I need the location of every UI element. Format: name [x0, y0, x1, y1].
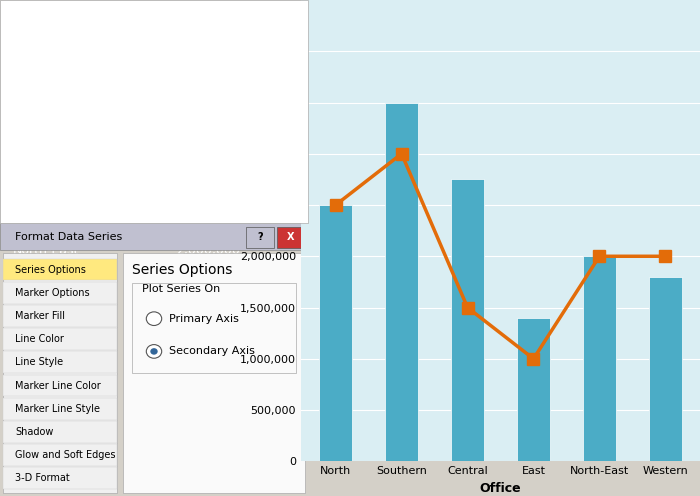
- Text: Marker Line Style: Marker Line Style: [15, 404, 100, 414]
- FancyBboxPatch shape: [6, 61, 130, 95]
- Bar: [385, 103, 418, 461]
- Circle shape: [146, 312, 162, 325]
- Bar: [649, 277, 682, 461]
- Text: Marker Options: Marker Options: [15, 288, 90, 298]
- FancyBboxPatch shape: [246, 199, 314, 233]
- FancyBboxPatch shape: [246, 233, 314, 268]
- Circle shape: [146, 345, 162, 358]
- Text: Plot Series On: Plot Series On: [141, 284, 220, 294]
- FancyBboxPatch shape: [3, 421, 117, 443]
- FancyBboxPatch shape: [246, 95, 314, 129]
- Text: North: North: [13, 106, 47, 119]
- FancyBboxPatch shape: [6, 164, 130, 198]
- X-axis label: Office: Office: [480, 482, 522, 495]
- Text: Series Options: Series Options: [132, 262, 233, 277]
- FancyBboxPatch shape: [3, 374, 117, 396]
- FancyBboxPatch shape: [6, 95, 130, 129]
- FancyBboxPatch shape: [3, 467, 117, 489]
- Text: Shadow: Shadow: [15, 427, 54, 437]
- FancyBboxPatch shape: [123, 253, 305, 493]
- Text: Southern: Southern: [13, 140, 69, 153]
- Text: Line Color: Line Color: [15, 334, 64, 344]
- FancyBboxPatch shape: [130, 164, 246, 198]
- Text: 3: 3: [300, 175, 308, 188]
- FancyBboxPatch shape: [130, 199, 246, 233]
- FancyBboxPatch shape: [130, 129, 246, 164]
- Text: North-East: North-East: [13, 244, 78, 257]
- FancyBboxPatch shape: [6, 233, 130, 268]
- Text: ?: ?: [258, 233, 263, 243]
- Text: 4: 4: [300, 244, 308, 257]
- FancyBboxPatch shape: [246, 164, 314, 198]
- FancyBboxPatch shape: [3, 282, 117, 304]
- FancyBboxPatch shape: [3, 305, 117, 327]
- Text: 3-D Format: 3-D Format: [15, 473, 70, 484]
- FancyBboxPatch shape: [0, 223, 308, 250]
- FancyBboxPatch shape: [246, 129, 314, 164]
- Text: Format Data Series: Format Data Series: [15, 232, 122, 242]
- FancyBboxPatch shape: [3, 328, 117, 350]
- Text: Central: Central: [13, 175, 58, 188]
- FancyBboxPatch shape: [6, 199, 130, 233]
- FancyBboxPatch shape: [6, 129, 130, 164]
- FancyBboxPatch shape: [277, 227, 305, 248]
- Text: People: People: [256, 71, 304, 84]
- Text: Office: Office: [47, 71, 89, 84]
- FancyBboxPatch shape: [3, 259, 117, 280]
- Bar: [451, 180, 484, 461]
- FancyBboxPatch shape: [130, 233, 246, 268]
- Text: 3,500,000: 3,500,000: [176, 140, 240, 153]
- FancyBboxPatch shape: [3, 398, 117, 420]
- Text: Series Options: Series Options: [15, 265, 86, 275]
- Text: $ Sales: $ Sales: [162, 71, 214, 84]
- Text: Glow and Soft Edges: Glow and Soft Edges: [15, 450, 116, 460]
- Text: Marker Line Color: Marker Line Color: [15, 380, 102, 391]
- Text: 2: 2: [300, 209, 308, 222]
- Text: 2,000,000: 2,000,000: [176, 244, 240, 257]
- FancyBboxPatch shape: [3, 444, 117, 466]
- Text: 2,750,000: 2,750,000: [176, 175, 240, 188]
- Bar: [319, 205, 352, 461]
- Text: 1,400,000: 1,400,000: [176, 209, 240, 222]
- Text: Secondary Axis: Secondary Axis: [169, 346, 256, 357]
- FancyBboxPatch shape: [3, 253, 117, 493]
- Circle shape: [150, 348, 158, 355]
- Bar: [517, 318, 550, 461]
- Text: East: East: [13, 209, 39, 222]
- FancyBboxPatch shape: [246, 227, 274, 248]
- Text: Line Style: Line Style: [15, 358, 64, 368]
- Text: Sales Results: Sales Results: [97, 18, 211, 33]
- FancyBboxPatch shape: [130, 95, 246, 129]
- Text: 2,500,000: 2,500,000: [176, 106, 240, 119]
- Text: 6: 6: [300, 140, 308, 153]
- FancyBboxPatch shape: [3, 351, 117, 373]
- Text: 5: 5: [300, 106, 308, 119]
- FancyBboxPatch shape: [132, 283, 295, 373]
- Text: Primary Axis: Primary Axis: [169, 313, 239, 324]
- Bar: [583, 256, 616, 461]
- FancyBboxPatch shape: [246, 61, 314, 95]
- FancyBboxPatch shape: [130, 61, 246, 95]
- Text: Marker Fill: Marker Fill: [15, 311, 65, 321]
- Text: X: X: [287, 233, 295, 243]
